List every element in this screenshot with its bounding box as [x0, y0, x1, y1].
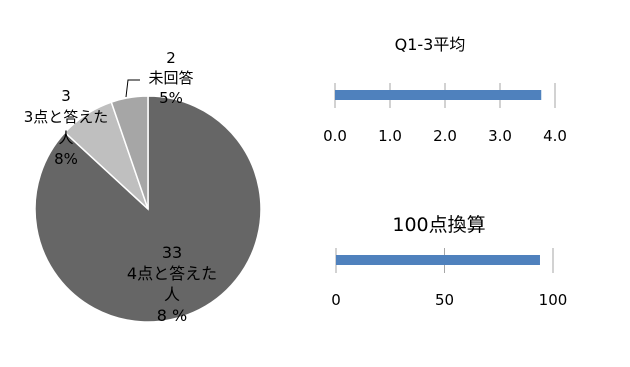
x-tick-label: 0.0 — [323, 127, 347, 145]
x-tick-label: 2.0 — [433, 127, 457, 145]
chart-title: 100点換算 — [392, 214, 485, 236]
pie-leader-line — [125, 79, 140, 98]
bar — [336, 255, 540, 265]
pie-data-label: 33 — [162, 243, 182, 262]
chart-title: Q1-3平均 — [395, 35, 466, 54]
pie-data-label: 5% — [159, 89, 183, 107]
pie-data-label: 3 — [61, 87, 71, 105]
x-tick-label: 0 — [331, 291, 341, 309]
pie-data-label: 8 % — [157, 306, 187, 325]
pie-data-label: 未回答 — [148, 69, 193, 87]
pie-slice — [110, 95, 149, 210]
x-tick-label: 100 — [539, 291, 568, 309]
pie-data-label: 人 — [58, 129, 73, 147]
bar — [335, 90, 542, 100]
x-tick-label: 4.0 — [543, 127, 567, 145]
bar-chart-q1-3-average: Q1-3平均 0.0 1.0 2.0 3.0 4.0 — [323, 35, 567, 145]
pie-data-label: 3点と答えた — [24, 108, 109, 126]
pie-data-label: 人 — [164, 285, 180, 304]
pie-data-label: 8% — [54, 150, 78, 168]
x-tick-label: 3.0 — [488, 127, 512, 145]
pie-data-label: 4点と答えた — [127, 264, 217, 283]
x-tick-label: 1.0 — [378, 127, 402, 145]
pie-data-label: 2 — [166, 49, 176, 67]
bar-chart-100-point-conversion: 100点換算 0 50 100 — [331, 214, 567, 309]
x-tick-label: 50 — [435, 291, 454, 309]
